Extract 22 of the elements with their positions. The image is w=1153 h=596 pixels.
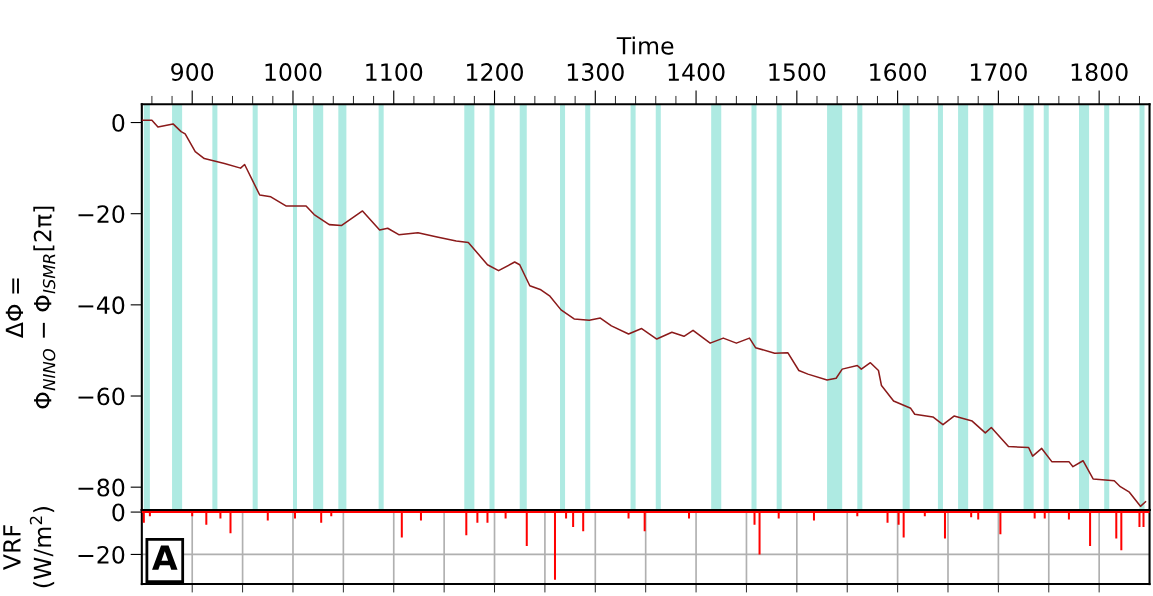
- x-tick-label: 1800: [1071, 63, 1128, 81]
- annotation: A: [152, 545, 178, 570]
- line-series: [141, 119, 1147, 508]
- x-tick-label: 900: [171, 63, 214, 81]
- x-tick-label: 1100: [366, 63, 423, 81]
- y-tick-label: −40: [78, 296, 125, 315]
- y-tick-label: 0: [112, 503, 125, 522]
- x-tick-label: 1300: [567, 63, 624, 81]
- y-tick-label: 0: [112, 113, 125, 132]
- x-tick-label: 1600: [870, 63, 927, 81]
- y-tick-label: −80: [78, 478, 125, 497]
- x-tick-label: 1200: [467, 63, 523, 81]
- text: ΔΦ = Φ$_{NINO}$ − Φ$_{ISMR}$[2π]: [5, 206, 56, 409]
- y-tick-label: −20: [78, 205, 125, 223]
- y-tick-label: −20: [78, 545, 125, 564]
- x-tick-label: 1000: [265, 63, 322, 81]
- x-tick-label: 1700: [970, 63, 1027, 81]
- x-tick-label: 1400: [668, 63, 725, 81]
- x-axis-title: Time: [616, 36, 674, 55]
- y-axis-title: VRF (W/m$^{2}$): [3, 507, 55, 588]
- x-tick-label: 1500: [769, 63, 826, 81]
- y-tick-label: −60: [78, 387, 125, 406]
